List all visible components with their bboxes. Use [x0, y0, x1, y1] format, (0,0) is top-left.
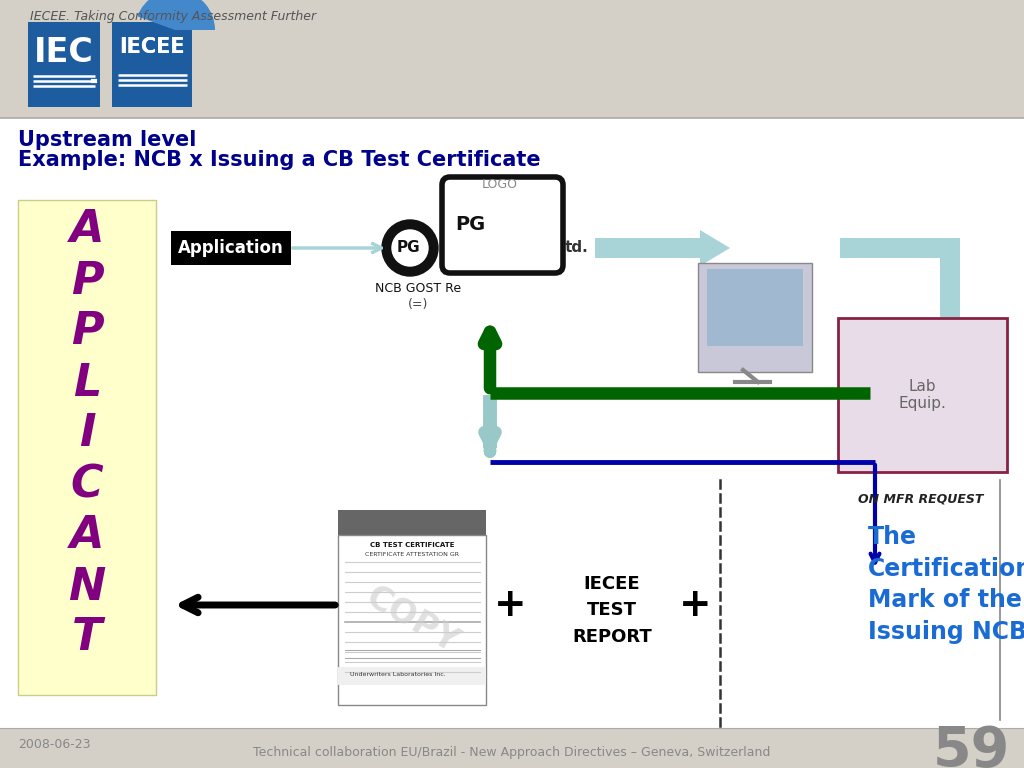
Text: P: P [71, 260, 103, 303]
Polygon shape [700, 230, 730, 266]
FancyBboxPatch shape [338, 667, 486, 685]
FancyBboxPatch shape [940, 238, 961, 318]
FancyBboxPatch shape [0, 118, 1024, 728]
FancyBboxPatch shape [707, 269, 803, 346]
Circle shape [382, 220, 438, 276]
FancyBboxPatch shape [595, 238, 700, 258]
FancyBboxPatch shape [698, 263, 812, 372]
Text: C: C [71, 464, 103, 507]
Text: L: L [73, 362, 101, 405]
FancyBboxPatch shape [840, 238, 940, 258]
Text: ON MFR REQUEST: ON MFR REQUEST [858, 493, 983, 506]
Text: P: P [71, 310, 103, 353]
Text: I: I [79, 412, 95, 455]
FancyBboxPatch shape [338, 510, 486, 535]
Text: A: A [70, 515, 104, 558]
FancyBboxPatch shape [442, 177, 563, 273]
Text: A: A [70, 208, 104, 251]
Polygon shape [930, 318, 961, 340]
Text: +: + [679, 586, 712, 624]
Text: +: + [494, 586, 526, 624]
Text: (=): (=) [408, 298, 428, 311]
Text: IECEE: IECEE [119, 37, 184, 57]
Text: IEC: IEC [34, 35, 94, 68]
Text: LOGO: LOGO [482, 178, 518, 191]
Text: N: N [69, 565, 105, 608]
FancyBboxPatch shape [28, 22, 100, 107]
FancyBboxPatch shape [338, 535, 486, 705]
Text: 59: 59 [933, 724, 1010, 768]
FancyBboxPatch shape [0, 0, 1024, 118]
Text: Application: Application [178, 239, 284, 257]
Wedge shape [137, 0, 215, 30]
Text: PG: PG [455, 216, 485, 234]
FancyBboxPatch shape [18, 200, 156, 695]
Circle shape [392, 230, 428, 266]
Text: T: T [72, 617, 102, 660]
FancyBboxPatch shape [112, 22, 193, 107]
Text: CB TEST CERTIFICATE: CB TEST CERTIFICATE [370, 542, 455, 548]
Text: IECEE
TEST
REPORT: IECEE TEST REPORT [572, 575, 652, 646]
Text: COPY: COPY [359, 581, 464, 660]
Text: IECEE. Taking Conformity Assessment Further: IECEE. Taking Conformity Assessment Furt… [30, 10, 316, 23]
Text: 2008-06-23: 2008-06-23 [18, 738, 90, 751]
FancyBboxPatch shape [171, 231, 291, 265]
Text: The
Certification
Mark of the
Issuing NCB: The Certification Mark of the Issuing NC… [868, 525, 1024, 644]
Text: Underwriters Laboratories Inc.: Underwriters Laboratories Inc. [350, 673, 445, 677]
Text: Example: NCB x Issuing a CB Test Certificate: Example: NCB x Issuing a CB Test Certifi… [18, 150, 541, 170]
Text: Lab
Equip.: Lab Equip. [898, 379, 946, 411]
Polygon shape [940, 238, 961, 258]
Text: IECEE: IECEE [119, 37, 184, 57]
Text: NCB GOST Re: NCB GOST Re [375, 282, 461, 295]
Text: Upstream level: Upstream level [18, 130, 197, 150]
Text: PG: PG [396, 240, 420, 256]
Text: td.: td. [565, 240, 589, 256]
Text: Technical collaboration EU/Brazil - New Approach Directives – Geneva, Switzerlan: Technical collaboration EU/Brazil - New … [253, 746, 771, 759]
FancyBboxPatch shape [838, 318, 1007, 472]
Text: CERTIFICATE ATTESTATION GR: CERTIFICATE ATTESTATION GR [365, 552, 459, 557]
